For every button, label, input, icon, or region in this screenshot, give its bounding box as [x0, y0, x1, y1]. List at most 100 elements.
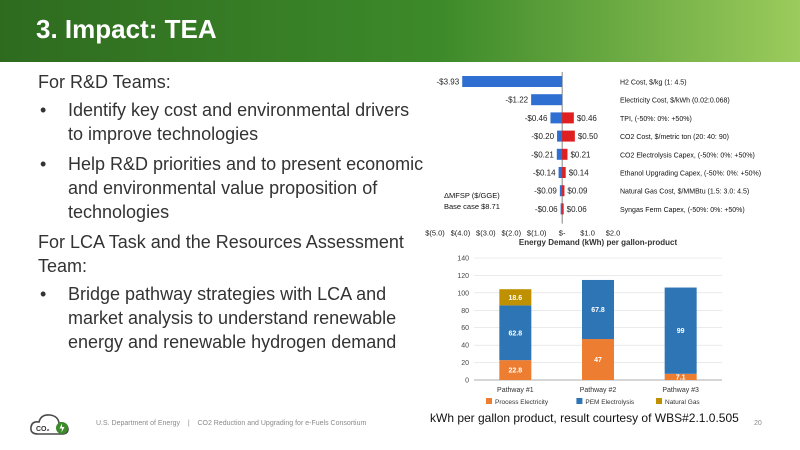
low-value-label: -$0.21: [531, 150, 554, 159]
bullet-dot: •: [40, 284, 47, 304]
low-value-label: -$0.20: [531, 132, 554, 141]
footer-project: CO2 Reduction and Upgrading for e-Fuels …: [197, 420, 367, 427]
stack-segment: [582, 279, 614, 340]
low-value-label: -$0.46: [525, 114, 548, 123]
high-bar: [562, 167, 566, 178]
left-text-column: For R&D Teams: • Identify key cost and en…: [38, 70, 428, 360]
y-tick-label: 20: [461, 360, 469, 367]
segment-value-label: 18.6: [509, 295, 523, 302]
high-bar: [562, 148, 568, 160]
bullet-text: Identify key cost and environmental driv…: [68, 100, 410, 144]
high-value-label: $0.21: [570, 150, 591, 159]
tornado-chart: -$3.93 H2 Cost, $/kg (1: 4.5) -$1.22 Electr…: [425, 72, 761, 238]
bullet-item: • Identify key cost and environmental dri…: [38, 98, 428, 146]
x-tick-label: $(5.0): [425, 229, 445, 238]
parameter-label: Syngas Ferm Capex, (-50%: 0%: +50%): [620, 207, 745, 214]
stack-segment: [582, 339, 614, 380]
x-tick-label: Pathway #2: [580, 387, 617, 394]
legend-label: Natural Gas: [665, 399, 700, 406]
bullet-text: Help R&D priorities and to present econo…: [68, 154, 424, 222]
segment-value-label: 62.8: [509, 330, 523, 337]
legend-swatch: [576, 398, 583, 404]
footer: U.S. Department of Energy | CO2 Reductio…: [96, 420, 366, 427]
high-value-label: $0.14: [569, 169, 590, 178]
legend-label: Process Electricity: [495, 399, 549, 406]
high-value-label: $0.50: [578, 132, 599, 141]
heading-rd-teams: For R&D Teams:: [38, 72, 171, 92]
y-tick-label: 60: [461, 325, 469, 332]
low-value-label: -$1.22: [505, 96, 528, 105]
heading-lca-task: For LCA Task and the Resources Assessmen…: [38, 232, 404, 276]
x-tick-label: $(1.0): [527, 229, 547, 238]
y-tick-label: 40: [461, 343, 469, 350]
low-value-label: -$0.06: [535, 205, 558, 214]
energy-demand-chart: Energy Demand (kWh) per gallon-product 0 2…: [457, 238, 722, 406]
parameter-label: CO2 Cost, $/metric ton (20: 40: 90): [620, 134, 729, 141]
x-tick-label: $(3.0): [476, 229, 496, 238]
bullet-item: • Bridge pathway strategies with LCA and …: [38, 282, 428, 354]
high-value-label: $0.06: [567, 205, 588, 214]
segment-value-label: 99: [677, 328, 685, 335]
stack-segment: [664, 287, 697, 374]
parameter-label: Ethanol Upgrading Capex, (-50%: 0%: +50%…: [620, 171, 761, 178]
x-tick-label: $-: [559, 229, 566, 238]
stack-segment: [499, 360, 532, 380]
stack-segment: [664, 373, 697, 380]
base-case-label: Base case $8.71: [444, 202, 500, 211]
legend-swatch: [656, 398, 662, 404]
low-bar: [558, 167, 563, 178]
low-bar: [560, 203, 563, 215]
parameter-label: H2 Cost, $/kg (1: 4.5): [620, 80, 687, 87]
segment-value-label: 67.8: [591, 307, 605, 314]
x-tick-label: Pathway #3: [662, 387, 699, 394]
y-tick-label: 100: [457, 290, 469, 297]
stack-segment: [499, 289, 532, 306]
high-bar: [562, 185, 565, 197]
parameter-label: CO2 Electrolysis Capex, (-50%: 0%: +50%): [620, 152, 755, 159]
y-tick-label: 80: [461, 308, 469, 315]
low-bar: [550, 112, 563, 124]
x-tick-label: $2.0: [606, 229, 621, 238]
stack-segment: [499, 305, 532, 361]
slide-title: 3. Impact: TEA: [36, 14, 217, 44]
logo-text: CO₂: [36, 426, 50, 433]
y-tick-label: 0: [465, 378, 469, 385]
bullet-item: • Help R&D priorities and to present econ…: [38, 152, 428, 224]
parameter-label: Natural Gas Cost, $/MMBtu (1.5: 3.0: 4.5…: [620, 189, 749, 196]
title-bar: 3. Impact: TEA: [0, 0, 800, 62]
low-bar: [556, 148, 563, 160]
low-value-label: -$3.93: [437, 78, 460, 87]
bullet-dot: •: [40, 154, 47, 174]
bullet-dot: •: [40, 100, 47, 120]
consortium-logo: CO₂: [30, 414, 69, 435]
low-bar: [559, 185, 563, 197]
high-value-label: $0.46: [577, 114, 598, 123]
page-number: 20: [754, 420, 762, 427]
y-tick-label: 120: [457, 273, 469, 280]
segment-value-label: 47: [594, 357, 602, 364]
low-value-label: -$0.14: [533, 169, 556, 178]
parameter-label: TPI, (-50%: 0%: +50%): [620, 116, 692, 123]
segment-value-label: 22.8: [509, 368, 523, 375]
footer-org: U.S. Department of Energy: [96, 420, 181, 427]
chart-title: Energy Demand (kWh) per gallon-product: [519, 238, 678, 247]
legend-label: PEM Electrolysis: [585, 399, 635, 406]
low-bar: [462, 76, 563, 87]
high-value-label: $0.09: [567, 187, 588, 196]
x-tick-label: Pathway #1: [497, 387, 534, 394]
high-bar: [562, 203, 564, 215]
segment-value-label: 7.1: [676, 374, 686, 381]
high-bar: [562, 130, 575, 142]
low-bar: [531, 94, 563, 106]
x-tick-label: $1.0: [580, 229, 595, 238]
bullet-text: Bridge pathway strategies with LCA and m…: [68, 284, 397, 352]
footer-separator: |: [187, 420, 190, 427]
x-tick-label: $(4.0): [451, 229, 471, 238]
chart-caption: kWh per gallon product, result courtesy …: [430, 411, 739, 425]
parameter-label: Electricity Cost, $/kWh (0.02:0.068): [620, 98, 730, 105]
x-tick-label: $(2.0): [501, 229, 521, 238]
high-bar: [562, 112, 574, 124]
low-value-label: -$0.09: [534, 187, 557, 196]
annotation-label: ΔMFSP ($/GGE): [444, 191, 500, 200]
low-bar: [557, 130, 563, 142]
